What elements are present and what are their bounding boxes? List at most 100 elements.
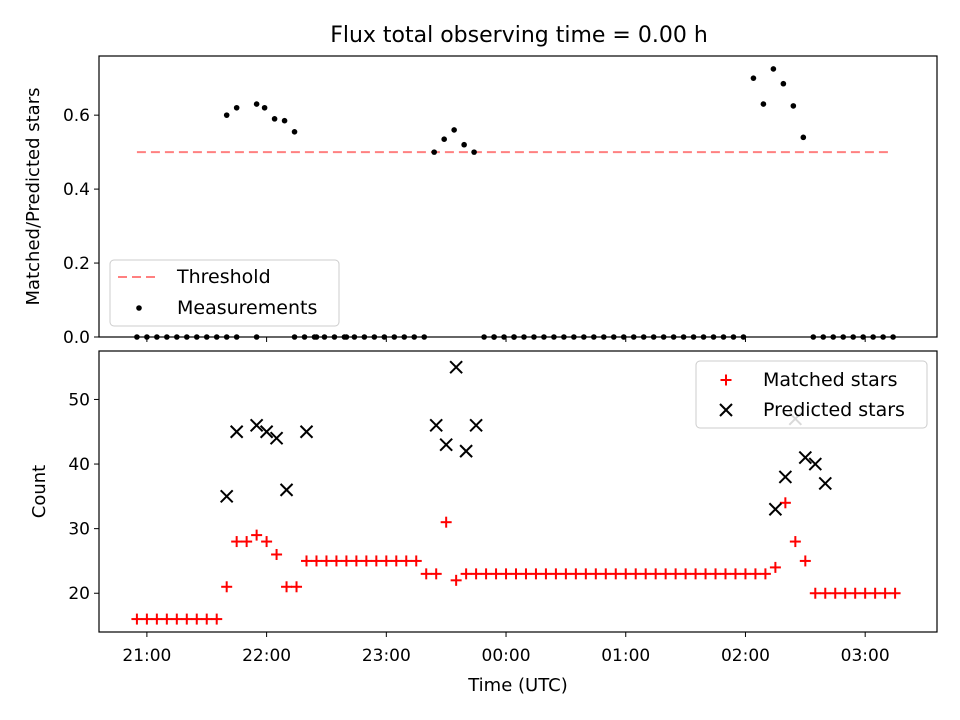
matched-star-point	[809, 587, 821, 599]
measurement-point	[154, 334, 160, 340]
matched-star-point	[281, 581, 293, 593]
measurement-point	[521, 334, 527, 340]
legend-matched-swatch	[720, 374, 732, 386]
measurement-point	[790, 103, 797, 109]
measurement-point	[591, 334, 597, 340]
measurement-point	[890, 334, 896, 340]
matched-star-point	[181, 613, 193, 625]
cross-b	[279, 483, 294, 497]
measurement-point	[830, 334, 837, 340]
measurement-point	[571, 334, 577, 340]
cross-b	[778, 470, 793, 484]
measurement-point	[740, 334, 747, 340]
measurement-point	[720, 334, 727, 340]
measurement-point	[321, 334, 328, 340]
matched-star-point	[261, 536, 273, 548]
cross-b	[818, 476, 832, 491]
matched-star-point	[739, 568, 751, 580]
predicted-star-point	[469, 418, 483, 432]
measurement-point	[421, 334, 428, 340]
measurement-point	[531, 334, 537, 340]
cross-b	[429, 418, 443, 432]
predicted-star-point	[219, 489, 234, 504]
matched-star-point	[450, 574, 462, 586]
matched-star-point	[530, 568, 542, 580]
matched-star-point	[570, 568, 582, 580]
matched-star-point	[360, 555, 372, 567]
matched-star-point	[500, 568, 512, 580]
cross-b	[259, 425, 274, 439]
measurement-point	[600, 334, 607, 340]
predicted-star-point	[459, 444, 473, 458]
matched-star-point	[340, 555, 352, 567]
predicted-star-point	[429, 418, 443, 432]
matched-star-point	[640, 568, 652, 580]
matched-star-point	[690, 568, 702, 580]
matched-star-point	[241, 536, 253, 548]
matched-star-point	[440, 516, 452, 528]
measurement-point	[670, 334, 677, 340]
matched-star-point	[291, 581, 303, 593]
cross-b	[808, 457, 822, 471]
measurement-point	[203, 334, 210, 340]
measurement-point	[451, 127, 457, 133]
cross-b	[229, 425, 244, 439]
predicted-star-point	[259, 425, 274, 439]
measurement-point	[233, 104, 240, 111]
measurement-point	[551, 334, 557, 340]
matched-star-point	[231, 536, 243, 548]
matched-star-point	[460, 568, 472, 580]
measurement-point	[541, 334, 547, 340]
predicted-star-point	[439, 437, 453, 452]
matched-star-point	[590, 568, 602, 580]
matched-star-point	[380, 555, 392, 567]
predicted-star-point	[249, 418, 264, 432]
measurement-point	[750, 75, 757, 81]
matched-star-point	[370, 555, 382, 567]
matched-star-point	[620, 568, 632, 580]
measurement-point	[630, 334, 637, 340]
matched-star-point	[680, 568, 692, 580]
matched-star-point	[819, 587, 831, 599]
matched-star-point	[889, 587, 901, 599]
matched-star-point	[410, 555, 422, 567]
y-tick-label: 50	[68, 390, 90, 410]
matched-star-point	[660, 568, 672, 580]
measurement-point	[501, 334, 507, 340]
predicted-star-point	[818, 476, 832, 491]
predicted-star-point	[449, 360, 463, 374]
measurement-point	[381, 334, 388, 340]
matched-star-point	[720, 568, 732, 580]
legend-threshold-label: Threshold	[176, 266, 271, 288]
cross-b	[459, 444, 473, 458]
measurement-point	[213, 334, 220, 340]
y-axis-label: Count	[29, 465, 50, 518]
matched-star-point	[520, 568, 532, 580]
measurement-point	[441, 136, 447, 142]
measurement-point	[800, 134, 807, 141]
bottom-axes: 20 30 40 50 21:00 22:00 23:00 00:00 01:00 02:00 03…	[29, 350, 938, 696]
measurement-point	[291, 334, 298, 340]
measurement-point	[610, 334, 617, 340]
measurement-point	[183, 334, 190, 340]
cross-b	[798, 450, 813, 465]
measurement-point	[870, 334, 876, 340]
measurement-point	[174, 334, 180, 340]
y-axis-label: Matched/Predicted stars	[23, 88, 44, 306]
measurement-point	[431, 149, 438, 155]
matched-star-point	[610, 568, 622, 580]
y-tick-label: 30	[68, 520, 90, 540]
matched-star-point	[251, 529, 263, 541]
matched-star-point	[670, 568, 682, 580]
legend-box	[695, 360, 928, 429]
predicted-star-point	[299, 425, 314, 439]
cross-b	[269, 431, 284, 445]
matched-star-point	[350, 555, 362, 567]
x-tick-label: 00:00	[482, 646, 531, 666]
y-tick-label: 0.4	[63, 180, 90, 200]
matched-star-point	[161, 613, 173, 625]
matched-star-point	[789, 536, 801, 548]
measurement-point	[760, 101, 767, 107]
matched-star-point	[141, 613, 153, 625]
matched-star-point	[769, 561, 781, 573]
